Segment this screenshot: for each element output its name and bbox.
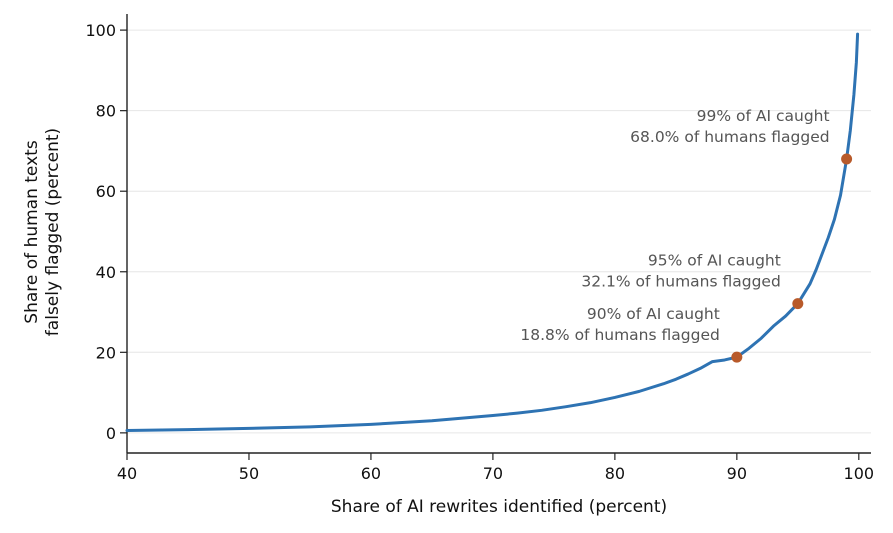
tick-marks: 0 20 40 60 80 100 40 50 60 70 80 90 100 <box>85 21 874 483</box>
y-tick-label: 0 <box>106 424 116 443</box>
highlight-markers <box>731 153 853 363</box>
x-tick-label: 60 <box>361 464 381 483</box>
x-tick-label: 50 <box>239 464 259 483</box>
annotation-line1: 99% of AI caught <box>697 107 830 125</box>
annotation-line2: 32.1% of humans flagged <box>581 273 780 291</box>
y-tick-label: 80 <box>96 102 116 121</box>
y-tick-label: 20 <box>96 343 116 362</box>
x-tick-label: 40 <box>117 464 137 483</box>
x-tick-label: 80 <box>605 464 625 483</box>
axes <box>126 14 871 454</box>
y-axis-title-line2: falsely flagged (percent) <box>43 128 63 336</box>
annotation-line1: 95% of AI caught <box>648 252 781 270</box>
x-axis-title: Share of AI rewrites identified (percent… <box>331 497 667 517</box>
y-tick-label: 100 <box>85 21 116 40</box>
annotations: 90% of AI caught 18.8% of humans flagged 9… <box>520 107 829 344</box>
series-line-0 <box>125 32 860 432</box>
annotation-line2: 68.0% of humans flagged <box>630 128 829 146</box>
annotation-line1: 90% of AI caught <box>587 305 720 323</box>
x-tick-label: 100 <box>844 464 875 483</box>
x-tick-label: 90 <box>727 464 747 483</box>
y-axis-title-line1: Share of human texts <box>22 140 42 324</box>
highlight-point-0 <box>731 351 743 363</box>
x-tick-label: 70 <box>483 464 503 483</box>
series-line-group <box>125 32 860 432</box>
y-tick-label: 40 <box>96 263 116 282</box>
y-tick-label: 60 <box>96 182 116 201</box>
grid-lines <box>127 29 871 434</box>
highlight-point-2 <box>841 153 853 165</box>
annotation-line2: 18.8% of humans flagged <box>520 326 719 344</box>
highlight-point-1 <box>792 298 804 310</box>
